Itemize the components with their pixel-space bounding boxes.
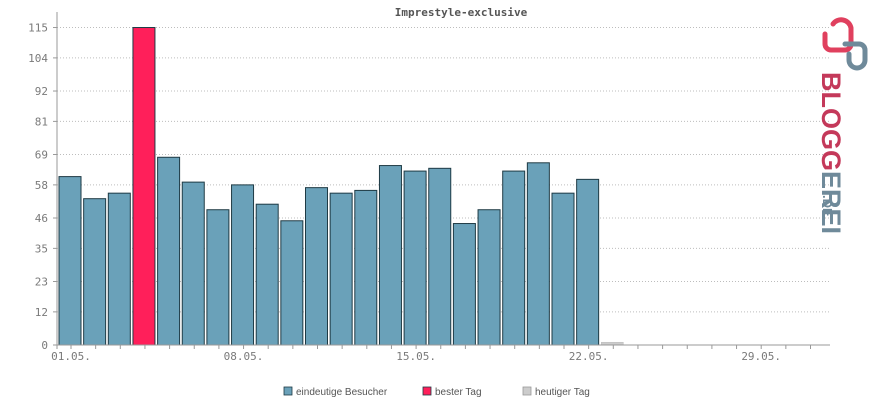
y-tick-label: 104 bbox=[28, 52, 48, 65]
bar bbox=[452, 223, 476, 346]
bar bbox=[305, 187, 328, 346]
legend-label-today: heutiger Tag bbox=[535, 387, 590, 398]
y-tick-label: 92 bbox=[35, 85, 48, 98]
bar bbox=[428, 167, 452, 346]
bar bbox=[329, 192, 353, 346]
bars bbox=[58, 27, 624, 346]
legend-label-visitors: eindeutige Besucher bbox=[296, 387, 388, 398]
bar bbox=[83, 198, 107, 346]
bar bbox=[502, 170, 526, 346]
y-axis-ticks: 0 12 23 35 46 58 69 81 92 104 115 bbox=[28, 22, 57, 352]
x-tick-label: 22.05. bbox=[569, 350, 609, 363]
bar bbox=[206, 209, 230, 346]
bar bbox=[280, 220, 304, 346]
bar bbox=[354, 189, 378, 346]
y-tick-label: 81 bbox=[35, 115, 48, 128]
bar bbox=[403, 170, 427, 346]
legend-swatch-visitors bbox=[283, 386, 293, 396]
y-tick-label: 58 bbox=[35, 179, 48, 192]
bar bbox=[576, 178, 600, 346]
x-tick-label: 29.05. bbox=[741, 350, 781, 363]
x-tick-label: 08.05. bbox=[224, 350, 264, 363]
legend-item-today: heutiger Tag bbox=[522, 386, 590, 398]
x-tick-label: 15.05. bbox=[396, 350, 436, 363]
bar bbox=[58, 176, 82, 346]
logo-mark-icon bbox=[822, 17, 868, 71]
logo-suffix: .DE bbox=[820, 195, 835, 217]
bar-best-day bbox=[132, 27, 156, 346]
y-tick-label: 23 bbox=[35, 276, 48, 289]
legend-item-visitors: eindeutige Besucher bbox=[283, 386, 388, 398]
logo-text: BLOGGEREI bbox=[816, 72, 846, 234]
legend: eindeutige Besucher bester Tag heutiger … bbox=[283, 386, 590, 398]
legend-swatch-today bbox=[522, 386, 532, 396]
bar bbox=[378, 165, 402, 346]
bar bbox=[551, 192, 575, 346]
legend-swatch-best-day bbox=[422, 386, 432, 396]
bar bbox=[157, 156, 181, 346]
bar bbox=[477, 209, 501, 346]
bar bbox=[181, 181, 205, 346]
y-tick-label: 0 bbox=[41, 339, 48, 352]
bar bbox=[107, 192, 131, 346]
bar bbox=[231, 184, 255, 346]
legend-label-best-day: bester Tag bbox=[435, 387, 482, 398]
bloggerei-logo: BLOGGEREI .DE bbox=[816, 17, 868, 234]
axes bbox=[53, 12, 830, 349]
y-tick-label: 46 bbox=[35, 212, 48, 225]
y-tick-label: 115 bbox=[28, 22, 48, 35]
chart-title: Imprestyle-exclusive bbox=[395, 6, 528, 19]
legend-item-best-day: bester Tag bbox=[422, 386, 482, 398]
bar bbox=[526, 162, 550, 346]
bar bbox=[255, 203, 279, 346]
y-tick-label: 12 bbox=[35, 306, 48, 319]
y-tick-label: 35 bbox=[35, 242, 48, 255]
x-axis-ticks: 01.05. 08.05. 15.05. 22.05. 29.05. bbox=[51, 345, 811, 363]
y-tick-label: 69 bbox=[35, 149, 48, 162]
x-tick-label: 01.05. bbox=[51, 350, 91, 363]
